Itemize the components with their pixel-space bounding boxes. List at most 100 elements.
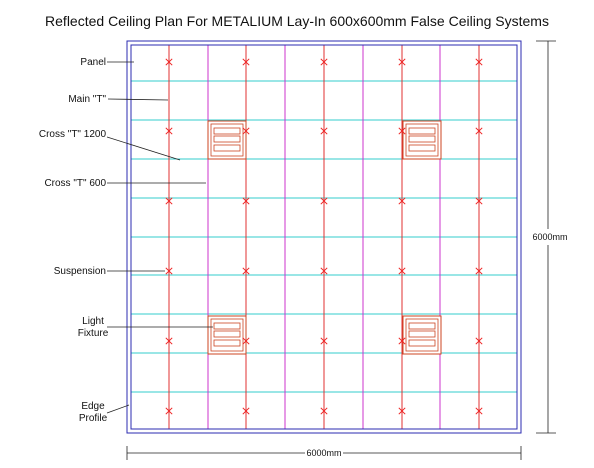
- suspension-mark: [398, 127, 406, 135]
- light-fixture-label-line1: Light: [82, 316, 104, 327]
- light-fixture: [207, 315, 247, 355]
- suspension-point: [475, 337, 483, 345]
- main-t-leader: [107, 98, 169, 101]
- height-dimension: [536, 40, 556, 434]
- suspension-point: [475, 197, 483, 205]
- suspension-mark: [242, 407, 250, 415]
- cross-t-1200-lines: [207, 45, 441, 429]
- suspension-mark: [475, 407, 483, 415]
- light-fixture: [402, 315, 442, 355]
- suspension-mark: [242, 58, 250, 66]
- suspension-mark: [242, 267, 250, 275]
- leader-lines: [106, 61, 213, 414]
- width-dimension: [126, 446, 522, 460]
- suspension-mark: [320, 197, 328, 205]
- suspension-mark: [475, 58, 483, 66]
- suspension-point: [320, 197, 328, 205]
- suspension-point: [475, 267, 483, 275]
- height-dimension-label: 6000mm: [532, 232, 567, 242]
- suspension-point: [398, 127, 406, 135]
- light-fixture-lamp: [408, 330, 436, 338]
- edge-profile-label-line2: Profile: [79, 413, 108, 424]
- suspension-point: [165, 267, 173, 275]
- suspension-point: [320, 337, 328, 345]
- suspension-point: [475, 407, 483, 415]
- suspension-label: Suspension: [54, 266, 106, 277]
- light-fixture-lamp: [408, 144, 436, 152]
- suspension-point: [165, 197, 173, 205]
- light-fixture-inner: [405, 123, 439, 157]
- suspension-point: [398, 267, 406, 275]
- light-fixture-lamp: [408, 339, 436, 347]
- suspension-mark: [475, 267, 483, 275]
- suspension-point: [320, 58, 328, 66]
- light-fixture-lamp: [213, 127, 241, 135]
- light-fixture-lamp: [408, 135, 436, 143]
- light-fixture-lamp: [213, 144, 241, 152]
- light-fixture-label-line2: Fixture: [78, 328, 109, 339]
- suspension-mark: [475, 127, 483, 135]
- suspension-point: [398, 197, 406, 205]
- light-fixture-lamp: [408, 127, 436, 135]
- suspension-mark: [165, 127, 173, 135]
- suspension-mark: [398, 407, 406, 415]
- diagram-title: Reflected Ceiling Plan For METALIUM Lay-…: [45, 13, 549, 29]
- light-fixture-inner: [210, 123, 244, 157]
- suspension-point: [165, 337, 173, 345]
- suspension-mark: [398, 267, 406, 275]
- light-fixture-inner: [210, 318, 244, 352]
- suspension-point: [398, 407, 406, 415]
- suspension-mark: [398, 337, 406, 345]
- suspension-point: [165, 58, 173, 66]
- suspension-mark: [398, 197, 406, 205]
- cross-t-1200-leader: [106, 136, 181, 161]
- suspension-mark: [165, 58, 173, 66]
- suspension-point: [242, 197, 250, 205]
- suspension-mark: [165, 267, 173, 275]
- panel-label: Panel: [80, 57, 106, 68]
- suspension-point: [398, 337, 406, 345]
- main-t-label: Main "T": [68, 94, 106, 105]
- suspension-point: [475, 58, 483, 66]
- suspension-point: [242, 267, 250, 275]
- suspension-point: [242, 58, 250, 66]
- suspension-point: [242, 407, 250, 415]
- light-fixture: [402, 120, 442, 160]
- suspension-mark: [242, 127, 250, 135]
- suspension-points: [165, 58, 483, 415]
- suspension-mark: [165, 407, 173, 415]
- suspension-mark: [242, 337, 250, 345]
- light-fixtures: [207, 120, 442, 355]
- suspension-point: [242, 337, 250, 345]
- suspension-point: [242, 127, 250, 135]
- suspension-mark: [165, 197, 173, 205]
- suspension-mark: [475, 337, 483, 345]
- suspension-mark: [320, 267, 328, 275]
- suspension-point: [398, 58, 406, 66]
- light-fixture-inner: [405, 318, 439, 352]
- suspension-mark: [398, 58, 406, 66]
- light-fixture-lamp: [213, 135, 241, 143]
- main-t-lines: [168, 45, 480, 429]
- edge-profile-label-line1: Edge: [81, 401, 105, 412]
- light-fixture-lamp: [408, 322, 436, 330]
- suspension-point: [165, 127, 173, 135]
- width-dimension-label: 6000mm: [306, 448, 341, 458]
- suspension-point: [165, 407, 173, 415]
- suspension-mark: [320, 407, 328, 415]
- suspension-mark: [320, 127, 328, 135]
- suspension-point: [320, 127, 328, 135]
- edge-profile-leader: [106, 404, 130, 414]
- cross-t-1200-label: Cross "T" 1200: [39, 129, 107, 140]
- light-fixture: [207, 120, 247, 160]
- suspension-mark: [165, 337, 173, 345]
- suspension-mark: [320, 58, 328, 66]
- light-fixture-lamp: [213, 322, 241, 330]
- suspension-mark: [242, 197, 250, 205]
- edge-profile-outer: [126, 40, 522, 434]
- suspension-mark: [320, 337, 328, 345]
- suspension-point: [320, 267, 328, 275]
- light-fixture-lamp: [213, 339, 241, 347]
- suspension-mark: [475, 197, 483, 205]
